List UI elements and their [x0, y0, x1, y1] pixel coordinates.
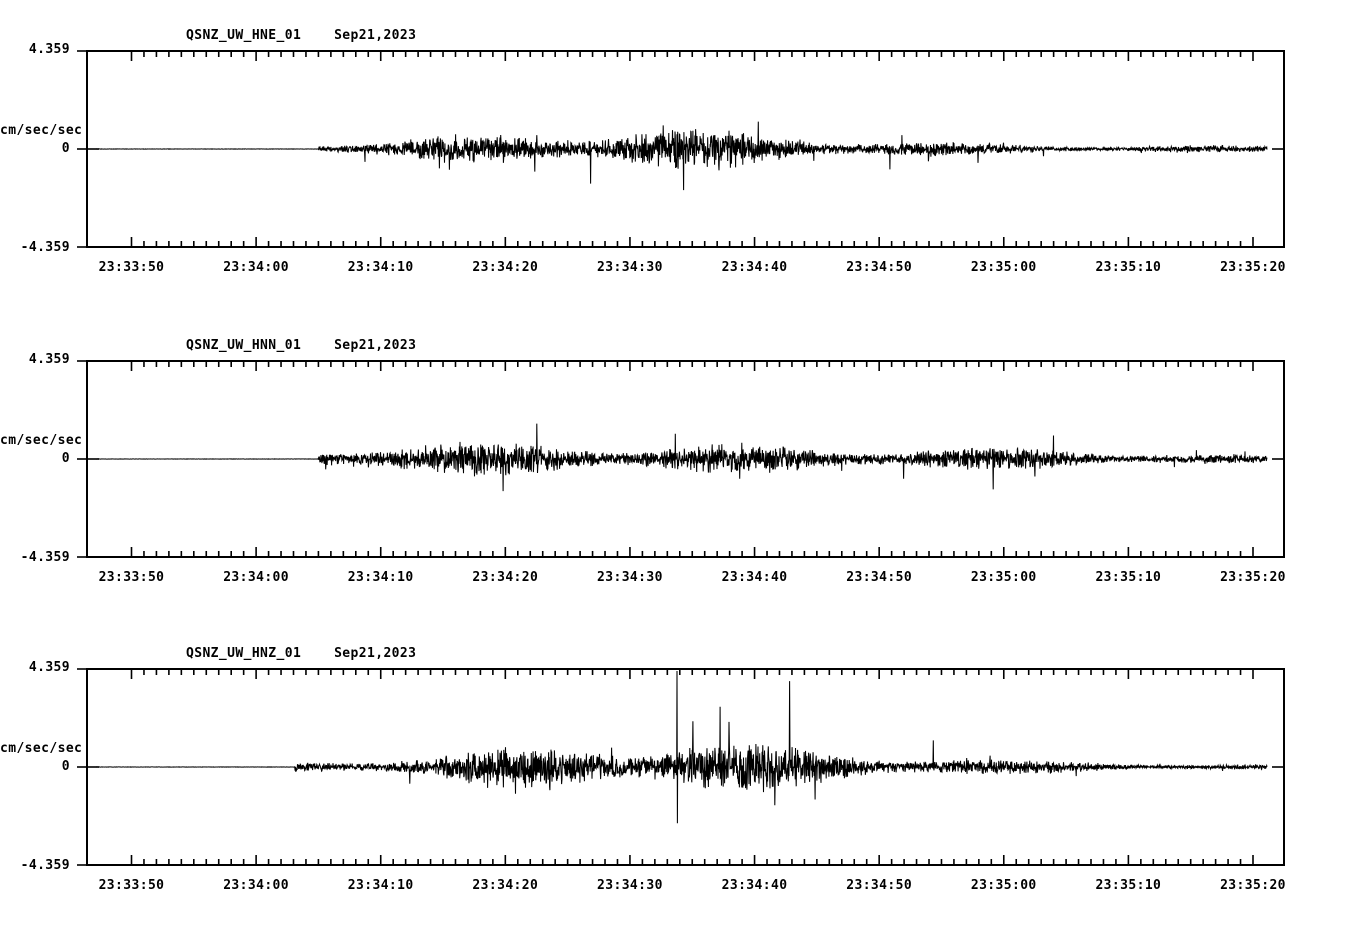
x-tick-label: 23:34:00	[223, 260, 290, 275]
x-tick-label: 23:35:20	[1220, 570, 1286, 585]
x-tick-label: 23:34:30	[597, 570, 663, 585]
x-tick-label: 23:34:40	[721, 878, 788, 893]
x-tick-label: 23:35:10	[1095, 570, 1162, 585]
x-tick-label: 23:33:50	[98, 260, 165, 275]
x-tick-label: 23:33:50	[98, 570, 165, 585]
x-tick-label: 23:34:50	[846, 260, 913, 275]
y-axis-max-label-hne: 4.359	[28, 42, 70, 57]
x-tick-label: 23:35:00	[970, 570, 1037, 585]
x-tick-label: 23:34:30	[597, 878, 663, 893]
y-axis-units-label-hnz: cm/sec/sec	[0, 741, 83, 756]
y-axis-min-label-hnz: -4.359	[20, 858, 70, 873]
panel-title-hnz: QSNZ_UW_HNZ_01 Sep21,2023	[186, 646, 417, 661]
x-tick-label: 23:33:50	[98, 878, 165, 893]
y-axis-min-label-hne: -4.359	[20, 240, 70, 255]
x-tick-label: 23:34:10	[347, 260, 414, 275]
plot-svg-hne	[77, 50, 1285, 248]
y-axis-zero-label-hne: 0	[61, 141, 70, 156]
x-tick-label: 23:34:20	[472, 878, 539, 893]
x-tick-label: 23:35:00	[970, 878, 1037, 893]
x-tick-label: 23:34:00	[223, 878, 290, 893]
plot-svg-hnn	[77, 360, 1285, 558]
x-tick-label: 23:34:20	[472, 570, 539, 585]
y-axis-min-label-hnn: -4.359	[20, 550, 70, 565]
x-tick-label: 23:34:50	[846, 570, 913, 585]
x-tick-label: 23:34:40	[721, 570, 788, 585]
x-tick-label: 23:34:30	[597, 260, 663, 275]
x-tick-label: 23:34:20	[472, 260, 539, 275]
x-tick-label: 23:34:00	[223, 570, 290, 585]
x-tick-label: 23:35:20	[1220, 878, 1286, 893]
y-axis-max-label-hnz: 4.359	[28, 660, 70, 675]
x-tick-label: 23:34:40	[721, 260, 788, 275]
plot-svg-hnz	[77, 668, 1285, 866]
x-tick-label: 23:34:50	[846, 878, 913, 893]
x-tick-label: 23:35:00	[970, 260, 1037, 275]
x-tick-label: 23:34:10	[347, 570, 414, 585]
panel-title-hnn: QSNZ_UW_HNN_01 Sep21,2023	[186, 338, 417, 353]
x-tick-label: 23:35:20	[1220, 260, 1286, 275]
x-tick-label: 23:34:10	[347, 878, 414, 893]
y-axis-units-label-hne: cm/sec/sec	[0, 123, 83, 138]
x-tick-label: 23:35:10	[1095, 260, 1162, 275]
panel-title-hne: QSNZ_UW_HNE_01 Sep21,2023	[186, 28, 417, 43]
y-axis-units-label-hnn: cm/sec/sec	[0, 433, 83, 448]
y-axis-zero-label-hnn: 0	[61, 451, 70, 466]
x-tick-label: 23:35:10	[1095, 878, 1162, 893]
y-axis-zero-label-hnz: 0	[61, 759, 70, 774]
y-axis-max-label-hnn: 4.359	[28, 352, 70, 367]
